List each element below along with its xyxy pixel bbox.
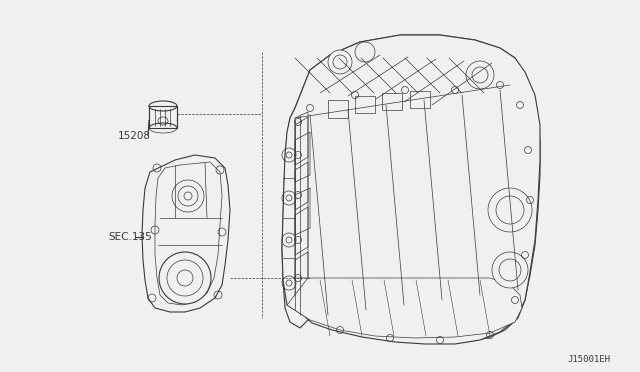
Polygon shape: [295, 35, 520, 115]
Polygon shape: [282, 108, 308, 328]
Text: J15001EH: J15001EH: [567, 356, 610, 365]
Circle shape: [355, 42, 375, 62]
Polygon shape: [287, 278, 522, 338]
Circle shape: [488, 188, 532, 232]
Polygon shape: [282, 35, 540, 344]
Circle shape: [328, 50, 352, 74]
Circle shape: [159, 252, 211, 304]
Text: 15208: 15208: [118, 131, 151, 141]
Circle shape: [466, 61, 494, 89]
Circle shape: [172, 180, 204, 212]
Polygon shape: [142, 155, 230, 312]
Polygon shape: [308, 80, 540, 342]
Polygon shape: [149, 106, 177, 128]
Circle shape: [492, 252, 528, 288]
Text: SEC.135: SEC.135: [108, 232, 152, 242]
